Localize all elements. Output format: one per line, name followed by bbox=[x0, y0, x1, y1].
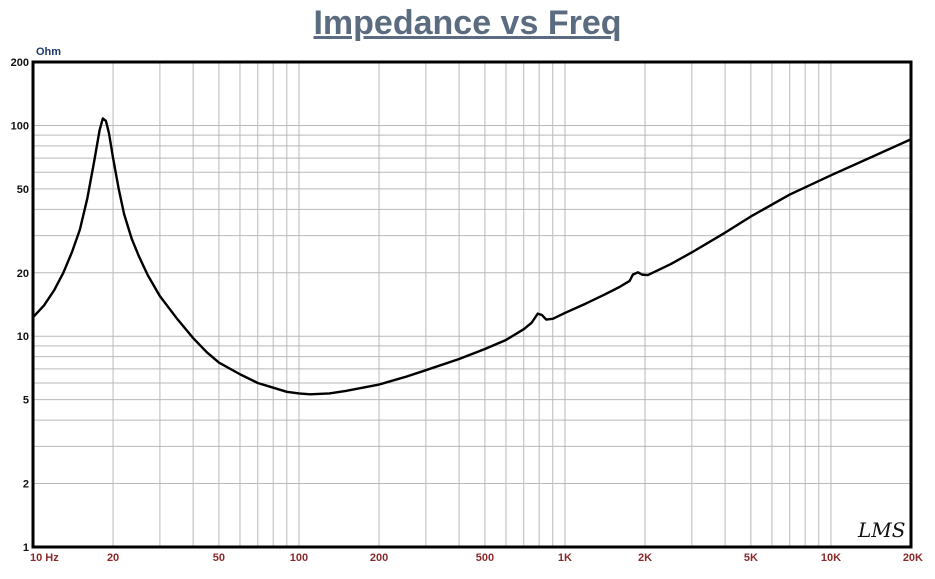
chart-title: Impedance vs Freq bbox=[313, 4, 622, 42]
x-tick-label: 10K bbox=[821, 552, 841, 564]
x-tick-label: 10 Hz bbox=[30, 552, 59, 564]
y-tick-label: 10 bbox=[17, 331, 29, 343]
y-tick-label: 2 bbox=[23, 479, 29, 491]
plot-frame bbox=[31, 60, 913, 549]
x-tick-label: 200 bbox=[370, 552, 388, 564]
y-tick-label: 50 bbox=[17, 184, 29, 196]
lms-signature: LMS bbox=[857, 518, 905, 542]
y-tick-label: 5 bbox=[23, 395, 29, 407]
x-tick-label: 20K bbox=[903, 552, 923, 564]
series-group bbox=[31, 117, 913, 396]
y-tick-label: 100 bbox=[11, 120, 29, 132]
x-tick-label: 50 bbox=[213, 552, 225, 564]
x-tick-label: 20 bbox=[107, 552, 119, 564]
y-tick-labels: 1 2 5 10 20 50 100 200 bbox=[11, 57, 29, 554]
x-tick-label: 2K bbox=[638, 552, 652, 564]
x-tick-label: 5K bbox=[744, 552, 758, 564]
x-tick-label: 500 bbox=[476, 552, 494, 564]
y-tick-label: 1 bbox=[23, 542, 29, 554]
grid-lines bbox=[33, 62, 911, 547]
x-tick-label: 100 bbox=[290, 552, 308, 564]
x-tick-labels: 10 Hz 20 50 100 200 500 1K 2K 5K 10K 20K bbox=[30, 552, 923, 564]
x-tick-label: 1K bbox=[558, 552, 572, 564]
y-axis-unit-label: Ohm bbox=[36, 46, 61, 58]
y-tick-label: 200 bbox=[11, 57, 29, 69]
y-tick-label: 20 bbox=[17, 268, 29, 280]
impedance-curve bbox=[31, 117, 913, 396]
